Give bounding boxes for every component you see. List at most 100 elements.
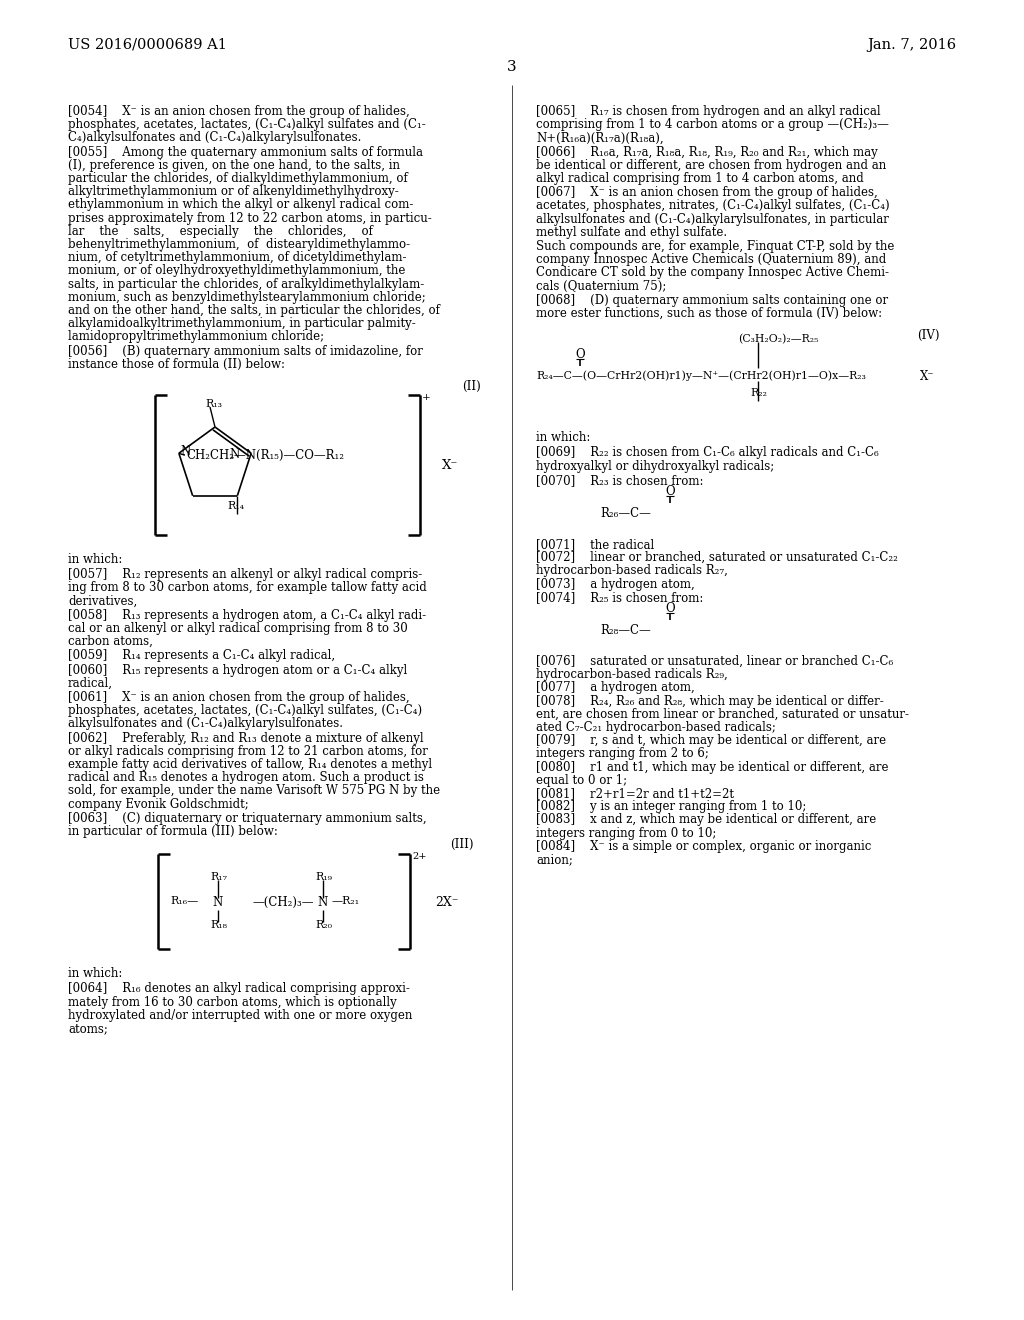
Text: (C₃H₂O₂)₂—R₂₅: (C₃H₂O₂)₂—R₂₅ (738, 334, 818, 345)
Text: R₁₈: R₁₈ (210, 920, 227, 929)
Text: [0083]    x and z, which may be identical or different, are: [0083] x and z, which may be identical o… (536, 813, 877, 826)
Text: [0077]    a hydrogen atom,: [0077] a hydrogen atom, (536, 681, 694, 694)
Text: R₁₃: R₁₃ (205, 399, 222, 409)
Text: [0074]    R₂₅ is chosen from:: [0074] R₂₅ is chosen from: (536, 591, 703, 603)
Text: lamidopropyltrimethylammonium chloride;: lamidopropyltrimethylammonium chloride; (68, 330, 325, 343)
Text: R₂₈—C—: R₂₈—C— (600, 624, 650, 638)
Text: equal to 0 or 1;: equal to 0 or 1; (536, 774, 627, 787)
Text: radical and R₁₅ denotes a hydrogen atom. Such a product is: radical and R₁₅ denotes a hydrogen atom.… (68, 771, 424, 784)
Text: behenyltrimethylammonium,  of  distearyldimethylammo-: behenyltrimethylammonium, of distearyldi… (68, 238, 411, 251)
Text: [0070]    R₂₃ is chosen from:: [0070] R₂₃ is chosen from: (536, 474, 703, 487)
Text: N: N (229, 449, 240, 461)
Text: R₁₄: R₁₄ (227, 500, 245, 511)
Text: ethylammonium in which the alkyl or alkenyl radical com-: ethylammonium in which the alkyl or alke… (68, 198, 414, 211)
Text: [0061]    X⁻ is an anion chosen from the group of halides,: [0061] X⁻ is an anion chosen from the gr… (68, 690, 410, 704)
Text: prises approximately from 12 to 22 carbon atoms, in particu-: prises approximately from 12 to 22 carbo… (68, 211, 432, 224)
Text: hydrocarbon-based radicals R₂₉,: hydrocarbon-based radicals R₂₉, (536, 668, 728, 681)
Text: monium, or of oleylhydroxyethyldimethylammonium, the: monium, or of oleylhydroxyethyldimethyla… (68, 264, 406, 277)
Text: [0068]    (D) quaternary ammonium salts containing one or: [0068] (D) quaternary ammonium salts con… (536, 294, 888, 306)
Text: comprising from 1 to 4 carbon atoms or a group —(CH₂)₃—: comprising from 1 to 4 carbon atoms or a… (536, 119, 889, 131)
Text: Jan. 7, 2016: Jan. 7, 2016 (867, 38, 956, 51)
Text: ent, are chosen from linear or branched, saturated or unsatur-: ent, are chosen from linear or branched,… (536, 708, 909, 721)
Text: [0064]    R₁₆ denotes an alkyl radical comprising approxi-: [0064] R₁₆ denotes an alkyl radical comp… (68, 982, 410, 995)
Text: sold, for example, under the name Varisoft W 575 PG N by the: sold, for example, under the name Variso… (68, 784, 440, 797)
Text: [0057]    R₁₂ represents an alkenyl or alkyl radical compris-: [0057] R₁₂ represents an alkenyl or alky… (68, 568, 422, 581)
Text: alkyltrimethylammonium or of alkenyldimethylhydroxy-: alkyltrimethylammonium or of alkenyldime… (68, 185, 398, 198)
Text: radical,: radical, (68, 677, 113, 690)
Text: N: N (212, 896, 222, 908)
Text: (II): (II) (462, 380, 480, 393)
Text: 2+: 2+ (412, 853, 427, 861)
Text: acetates, phosphates, nitrates, (C₁-C₄)alkyl sulfates, (C₁-C₄): acetates, phosphates, nitrates, (C₁-C₄)a… (536, 199, 890, 213)
Text: example fatty acid derivatives of tallow, R₁₄ denotes a methyl: example fatty acid derivatives of tallow… (68, 758, 432, 771)
Text: N+(R₁₆a)(R₁₇a)(R₁₈a),: N+(R₁₆a)(R₁₇a)(R₁₈a), (536, 132, 664, 144)
Text: [0082]    y is an integer ranging from 1 to 10;: [0082] y is an integer ranging from 1 to… (536, 800, 806, 813)
Text: [0055]    Among the quaternary ammonium salts of formula: [0055] Among the quaternary ammonium sal… (68, 145, 423, 158)
Text: anion;: anion; (536, 853, 572, 866)
Text: X⁻: X⁻ (442, 459, 459, 473)
Text: [0079]    r, s and t, which may be identical or different, are: [0079] r, s and t, which may be identica… (536, 734, 886, 747)
Text: company Innospec Active Chemicals (Quaternium 89), and: company Innospec Active Chemicals (Quate… (536, 253, 886, 267)
Text: company Evonik Goldschmidt;: company Evonik Goldschmidt; (68, 797, 249, 810)
Text: R₁₉: R₁₉ (315, 871, 332, 882)
Text: [0078]    R₂₄, R₂₆ and R₂₈, which may be identical or differ-: [0078] R₂₄, R₂₆ and R₂₈, which may be id… (536, 694, 884, 708)
Text: salts, in particular the chlorides, of aralkyldimethylalkylam-: salts, in particular the chlorides, of a… (68, 277, 424, 290)
Text: hydroxylated and/or interrupted with one or more oxygen: hydroxylated and/or interrupted with one… (68, 1008, 413, 1022)
Text: integers ranging from 0 to 10;: integers ranging from 0 to 10; (536, 826, 717, 840)
Text: alkylamidoalkyltrimethylammonium, in particular palmity-: alkylamidoalkyltrimethylammonium, in par… (68, 317, 416, 330)
Text: [0056]    (B) quaternary ammonium salts of imidazoline, for: [0056] (B) quaternary ammonium salts of … (68, 345, 423, 358)
Text: [0066]    R₁₆a, R₁₇a, R₁₈a, R₁₈, R₁₉, R₂₀ and R₂₁, which may: [0066] R₁₆a, R₁₇a, R₁₈a, R₁₈, R₁₉, R₂₀ a… (536, 145, 878, 158)
Text: [0073]    a hydrogen atom,: [0073] a hydrogen atom, (536, 578, 694, 590)
Text: O: O (666, 484, 675, 498)
Text: Such compounds are, for example, Finquat CT-P, sold by the: Such compounds are, for example, Finquat… (536, 240, 894, 253)
Text: nium, of cetyltrimethylammonium, of dicetyldimethylam-: nium, of cetyltrimethylammonium, of dice… (68, 251, 407, 264)
Text: [0065]    R₁₇ is chosen from hydrogen and an alkyl radical: [0065] R₁₇ is chosen from hydrogen and a… (536, 106, 881, 117)
Text: derivatives,: derivatives, (68, 594, 137, 607)
Text: atoms;: atoms; (68, 1022, 108, 1035)
Text: R₂₀: R₂₀ (315, 920, 332, 929)
Text: be identical or different, are chosen from hydrogen and an: be identical or different, are chosen fr… (536, 158, 886, 172)
Text: monium, such as benzyldimethylstearylammonium chloride;: monium, such as benzyldimethylstearylamm… (68, 290, 426, 304)
Text: integers ranging from 2 to 6;: integers ranging from 2 to 6; (536, 747, 709, 760)
Text: methyl sulfate and ethyl sulfate.: methyl sulfate and ethyl sulfate. (536, 226, 727, 239)
Text: Condicare CT sold by the company Innospec Active Chemi-: Condicare CT sold by the company Innospe… (536, 267, 889, 280)
Text: R₂₄—C—(O—CrHr2(OH)r1)y—N⁺—(CrHr2(OH)r1—O)x—R₂₃: R₂₄—C—(O—CrHr2(OH)r1)y—N⁺—(CrHr2(OH)r1—O… (536, 370, 866, 380)
Text: instance those of formula (II) below:: instance those of formula (II) below: (68, 358, 285, 371)
Text: [0063]    (C) diquaternary or triquaternary ammonium salts,: [0063] (C) diquaternary or triquaternary… (68, 812, 427, 825)
Text: [0080]    r1 and t1, which may be identical or different, are: [0080] r1 and t1, which may be identical… (536, 760, 889, 774)
Text: phosphates, acetates, lactates, (C₁-C₄)alkyl sulfates and (C₁-: phosphates, acetates, lactates, (C₁-C₄)a… (68, 119, 426, 131)
Text: [0067]    X⁻ is an anion chosen from the group of halides,: [0067] X⁻ is an anion chosen from the gr… (536, 186, 878, 199)
Text: O: O (666, 602, 675, 615)
Text: and on the other hand, the salts, in particular the chlorides, of: and on the other hand, the salts, in par… (68, 304, 440, 317)
Text: [0081]    r2+r1=2r and t1+t2=2t: [0081] r2+r1=2r and t1+t2=2t (536, 787, 734, 800)
Text: more ester functions, such as those of formula (IV) below:: more ester functions, such as those of f… (536, 308, 882, 319)
Text: [0058]    R₁₃ represents a hydrogen atom, a C₁-C₄ alkyl radi-: [0058] R₁₃ represents a hydrogen atom, a… (68, 609, 426, 622)
Text: alkylsulfonates and (C₁-C₄)alkylarylsulfonates, in particular: alkylsulfonates and (C₁-C₄)alkylarylsulf… (536, 213, 889, 226)
Text: R₂₆—C—: R₂₆—C— (600, 507, 651, 520)
Text: alkyl radical comprising from 1 to 4 carbon atoms, and: alkyl radical comprising from 1 to 4 car… (536, 172, 864, 185)
Text: —R₂₁: —R₂₁ (332, 896, 360, 906)
Text: [0069]    R₂₂ is chosen from C₁-C₆ alkyl radicals and C₁-C₆: [0069] R₂₂ is chosen from C₁-C₆ alkyl ra… (536, 446, 879, 459)
Text: 3: 3 (507, 59, 517, 74)
Text: +: + (422, 393, 431, 403)
Text: R₂₂: R₂₂ (750, 388, 767, 399)
Text: [0076]    saturated or unsaturated, linear or branched C₁-C₆: [0076] saturated or unsaturated, linear … (536, 655, 893, 668)
Text: O: O (575, 348, 585, 362)
Text: [0071]    the radical: [0071] the radical (536, 539, 654, 550)
Text: hydrocarbon-based radicals R₂₇,: hydrocarbon-based radicals R₂₇, (536, 565, 728, 577)
Text: [0062]    Preferably, R₁₂ and R₁₃ denote a mixture of alkenyl: [0062] Preferably, R₁₂ and R₁₃ denote a … (68, 731, 424, 744)
Text: in particular of formula (III) below:: in particular of formula (III) below: (68, 825, 278, 838)
Text: X⁻: X⁻ (921, 370, 935, 383)
Text: (I), preference is given, on the one hand, to the salts, in: (I), preference is given, on the one han… (68, 158, 400, 172)
Text: in which:: in which: (536, 432, 591, 445)
Text: in which:: in which: (68, 968, 123, 981)
Text: N: N (181, 445, 191, 458)
Text: US 2016/0000689 A1: US 2016/0000689 A1 (68, 38, 227, 51)
Text: lar    the    salts,    especially    the    chlorides,    of: lar the salts, especially the chlorides,… (68, 224, 373, 238)
Text: [0054]    X⁻ is an anion chosen from the group of halides,: [0054] X⁻ is an anion chosen from the gr… (68, 106, 410, 117)
Text: or alkyl radicals comprising from 12 to 21 carbon atoms, for: or alkyl radicals comprising from 12 to … (68, 744, 428, 758)
Text: particular the chlorides, of dialkyldimethylammonium, of: particular the chlorides, of dialkyldime… (68, 172, 408, 185)
Text: (III): (III) (450, 838, 473, 851)
Text: mately from 16 to 30 carbon atoms, which is optionally: mately from 16 to 30 carbon atoms, which… (68, 995, 396, 1008)
Text: [0084]    X⁻ is a simple or complex, organic or inorganic: [0084] X⁻ is a simple or complex, organi… (536, 840, 871, 853)
